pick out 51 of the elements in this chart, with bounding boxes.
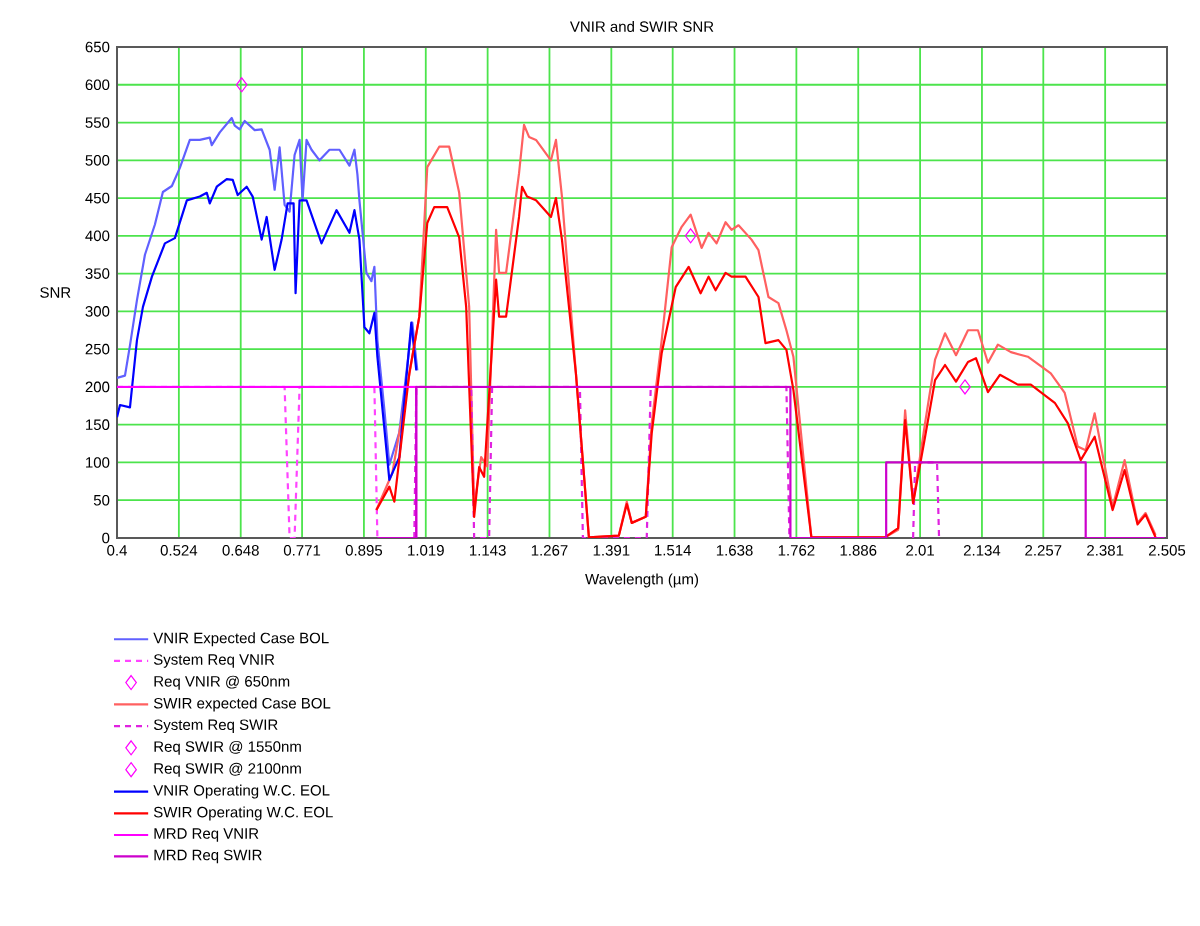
line-series — [117, 116, 419, 466]
x-tick-label: 1.762 — [778, 545, 815, 556]
y-tick-label: 650 — [85, 41, 110, 53]
legend-label: SWIR expected Case BOL — [153, 697, 331, 712]
x-tick-label: 0.895 — [345, 545, 383, 556]
x-tick-label: 1.143 — [469, 545, 506, 556]
x-tick-label: 2.381 — [1087, 545, 1124, 556]
y-tick-label: 100 — [86, 457, 110, 468]
legend-label: Req SWIR @ 2100nm — [154, 762, 301, 777]
legend-label: VNIR Operating W.C. EOL — [153, 784, 330, 799]
x-tick-label: 2.134 — [963, 545, 1001, 556]
y-tick-label: 350 — [85, 268, 110, 279]
x-tick-label: 0.524 — [160, 545, 198, 556]
y-tick-label: 500 — [85, 154, 110, 166]
y-tick-label: 400 — [85, 230, 110, 242]
x-tick-label: 1.019 — [408, 545, 444, 556]
y-tick-label: 200 — [85, 381, 110, 393]
y-tick-label: 0 — [102, 532, 110, 544]
y-tick-label: 450 — [85, 192, 110, 204]
legend-label: System Req VNIR — [153, 654, 275, 668]
legend-label: SWIR Operating W.C. EOL — [153, 806, 333, 821]
x-tick-label: 1.638 — [716, 545, 753, 556]
x-tick-label: 1.514 — [655, 545, 692, 556]
legend-label: VNIR Expected Case BOL — [153, 632, 329, 647]
y-axis-title: SNR — [40, 287, 71, 298]
legend-label: Req SWIR @ 1550nm — [154, 740, 301, 755]
x-tick-label: 0.771 — [283, 545, 321, 556]
y-tick-label: 600 — [85, 79, 110, 91]
chart-title: VNIR and SWIR SNR — [569, 20, 714, 32]
point — [235, 77, 248, 93]
legend-label: System Req SWIR — [153, 719, 278, 733]
legend-label: MRD Req SWIR — [154, 849, 262, 864]
y-tick-label: 250 — [85, 343, 110, 355]
x-tick-label: 2.257 — [1025, 545, 1062, 556]
point — [959, 379, 971, 395]
line-series — [117, 178, 418, 481]
y-tick-label: 150 — [86, 419, 110, 430]
x-tick-label: 1.391 — [593, 545, 630, 556]
legend-label: MRD Req VNIR — [154, 828, 259, 842]
x-tick-label: 1.267 — [531, 545, 568, 556]
point — [684, 228, 697, 244]
x-tick-label: 2.01 — [906, 545, 934, 556]
x-tick-label: 2.505 — [1148, 545, 1186, 556]
y-tick-label: 300 — [85, 306, 110, 317]
y-tick-label: 50 — [93, 494, 110, 506]
x-tick-label: 0.648 — [222, 545, 259, 556]
x-tick-label: 0.4 — [107, 545, 127, 556]
y-tick-label: 550 — [85, 117, 110, 128]
x-tick-label: 1.886 — [840, 545, 877, 556]
legend-label: Req VNIR @ 650nm — [154, 675, 290, 690]
x-axis-title: Wavelength (µm) — [585, 573, 699, 588]
